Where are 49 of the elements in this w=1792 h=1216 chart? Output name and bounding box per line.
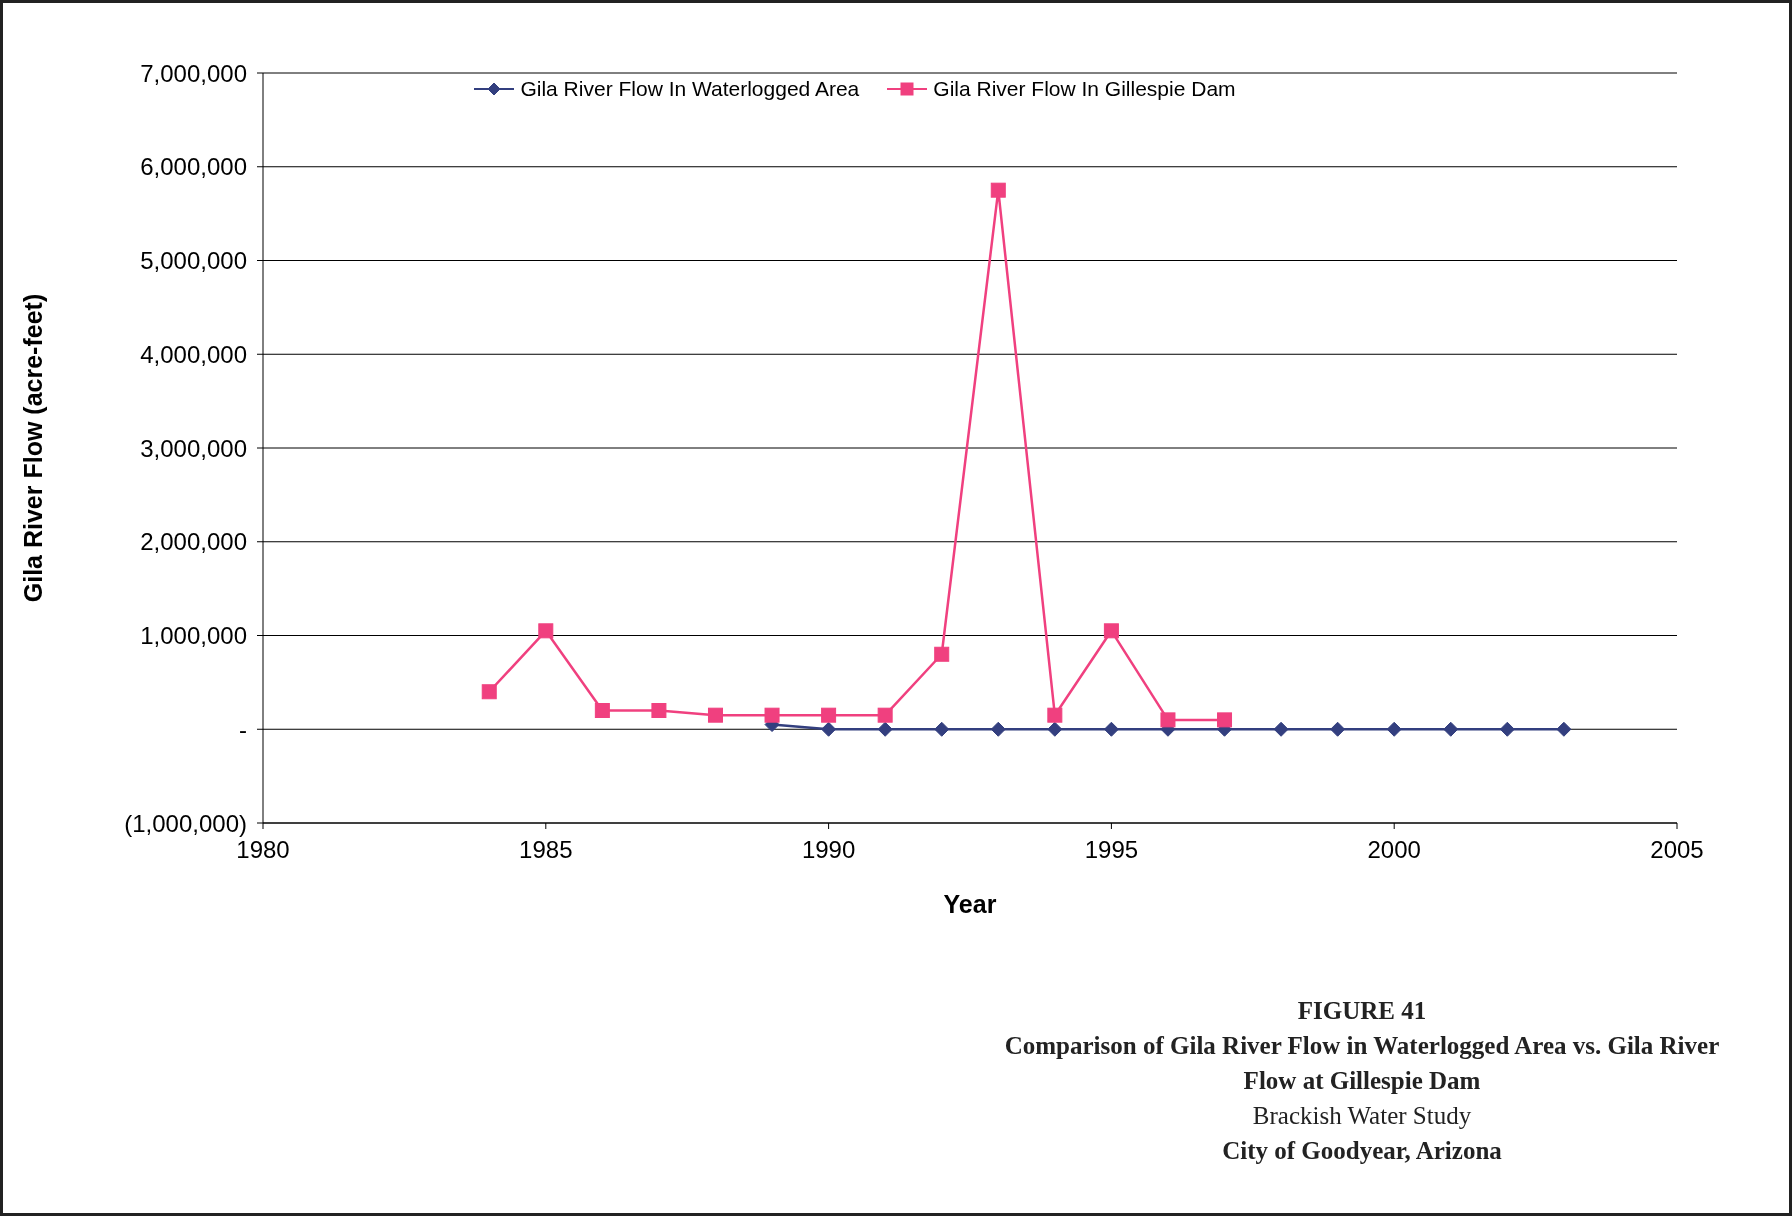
y-tick-label: 4,000,000 — [140, 340, 247, 368]
text: City of Goodyear, Arizona — [1221, 1136, 1503, 1166]
point — [651, 703, 667, 718]
y-tick-label: (1,000,000) — [124, 809, 247, 837]
text: Brackish Water Study — [1251, 1101, 1473, 1131]
y-tick-label: 5,000,000 — [140, 247, 247, 275]
point — [1499, 721, 1515, 737]
y-tick-label: 7,000,000 — [140, 59, 247, 87]
x-tick-label: 1990 — [801, 836, 856, 864]
point — [1047, 721, 1063, 737]
y-axis-title: Gila River Flow (acre-feet) — [18, 293, 47, 603]
x-tick-label: 2005 — [1650, 836, 1704, 864]
y-tick-label: 1,000,000 — [140, 622, 247, 650]
point — [1217, 712, 1233, 728]
point — [1103, 623, 1119, 639]
point — [821, 707, 837, 723]
point — [1160, 712, 1176, 728]
x-tick-label: 2000 — [1367, 836, 1421, 864]
point — [934, 721, 950, 737]
point — [707, 707, 723, 723]
point — [990, 182, 1006, 198]
y-tick-label: 3,000,000 — [140, 434, 247, 462]
x-axis-title: Year — [943, 890, 997, 918]
x-tick-label: 1995 — [1084, 836, 1139, 864]
point — [1386, 721, 1402, 737]
point — [877, 707, 893, 723]
legend-label: Gila River Flow In Waterlogged Area — [520, 77, 860, 101]
point — [538, 623, 554, 639]
legend-label: Gila River Flow In Gillespie Dam — [933, 77, 1236, 101]
point — [821, 721, 837, 737]
point — [1103, 721, 1119, 737]
point — [764, 707, 780, 723]
point — [481, 684, 497, 700]
point — [1273, 721, 1289, 737]
point — [1443, 721, 1459, 737]
text: Comparison of Gila River Flow in Waterlogged Area vs. Gila River Flow at Gillespie Dam — [1003, 1031, 1721, 1096]
point — [1330, 721, 1346, 737]
y-tick-label: 2,000,000 — [140, 528, 247, 556]
point — [990, 721, 1006, 737]
y-tick-label: 6,000,000 — [140, 153, 247, 181]
y-tick-label: - — [239, 715, 247, 743]
point — [1047, 707, 1063, 723]
point — [594, 703, 610, 718]
x-tick-label: 1985 — [519, 836, 573, 864]
text: FIGURE 41 — [1296, 996, 1428, 1026]
point — [934, 646, 950, 662]
point — [877, 721, 893, 737]
x-tick-label: 1980 — [236, 836, 290, 864]
point — [1556, 721, 1572, 737]
